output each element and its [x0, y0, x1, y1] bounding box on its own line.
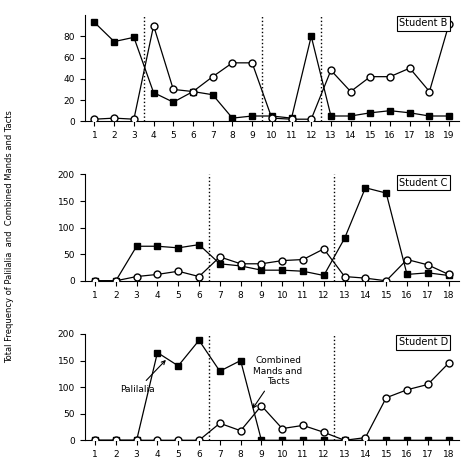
Text: Palilalia: Palilalia	[120, 361, 165, 394]
Text: Student C: Student C	[400, 178, 448, 188]
Text: Total Frequency of Palilalia  and  Combined Mands and Tacts: Total Frequency of Palilalia and Combine…	[5, 110, 14, 364]
Text: Student B: Student B	[400, 18, 448, 28]
Text: Student D: Student D	[399, 337, 448, 347]
Text: Combined
Mands and
Tacts: Combined Mands and Tacts	[253, 356, 303, 408]
